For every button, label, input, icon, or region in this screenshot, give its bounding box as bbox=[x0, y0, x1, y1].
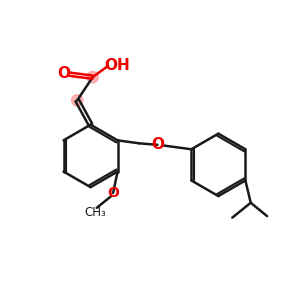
Circle shape bbox=[71, 95, 83, 106]
Text: O: O bbox=[57, 66, 70, 81]
Text: O: O bbox=[151, 137, 164, 152]
Text: CH₃: CH₃ bbox=[84, 206, 106, 219]
Text: OH: OH bbox=[105, 58, 130, 73]
Text: O: O bbox=[107, 186, 119, 200]
Circle shape bbox=[87, 71, 98, 83]
